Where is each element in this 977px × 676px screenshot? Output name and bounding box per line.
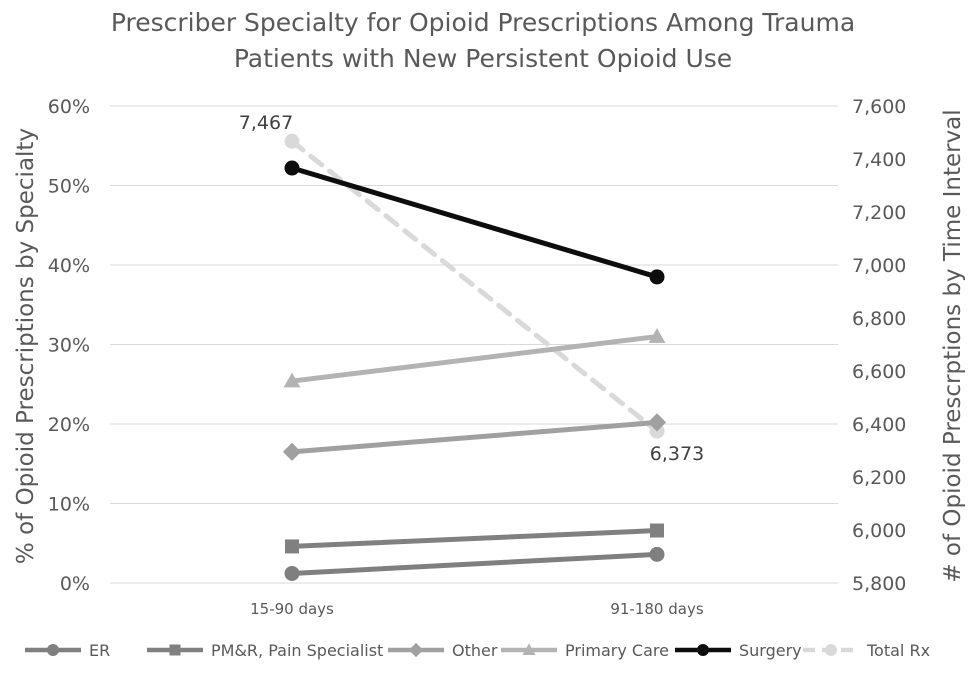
data-point <box>283 372 301 388</box>
legend-item-surgery: Surgery <box>675 641 802 660</box>
data-point <box>649 269 665 285</box>
series-line <box>289 138 660 434</box>
series-line <box>289 419 660 455</box>
legend-item-primary-care: Primary Care <box>501 641 669 660</box>
data-point <box>649 546 665 562</box>
legend-item-pm-r-pain-specialist: PM&R, Pain Specialist <box>147 641 383 660</box>
left-tick-label: 40% <box>48 255 90 277</box>
chart-title-line-2: Patients with New Persistent Opioid Use <box>234 44 732 73</box>
legend-label: Total Rx <box>866 641 930 660</box>
data-point <box>285 539 299 554</box>
left-tick-label: 60% <box>48 96 90 118</box>
legend-marker <box>825 644 837 656</box>
legend-item-er: ER <box>25 641 110 660</box>
series-er <box>284 546 665 581</box>
right-tick-label: 7,600 <box>852 96 906 118</box>
series-line <box>289 165 660 280</box>
legend-label: ER <box>89 641 110 660</box>
legend-item-total-rx: Total Rx <box>803 641 930 660</box>
series-line <box>289 334 660 384</box>
legend-item-other: Other <box>388 641 498 660</box>
x-axis-category-labels: 15-90 days 91-180 days <box>250 600 704 618</box>
right-tick-label: 7,000 <box>852 255 906 277</box>
legend-marker <box>522 643 536 655</box>
series-pm-r-pain-specialist <box>285 523 664 554</box>
left-tick-label: 10% <box>48 494 90 516</box>
chart-title-line-1: Prescriber Specialty for Opioid Prescrip… <box>111 8 855 37</box>
legend-label: PM&R, Pain Specialist <box>211 641 383 660</box>
data-labels: 7,467 6,373 <box>239 112 704 465</box>
legend-label: Surgery <box>739 641 802 660</box>
data-point <box>284 160 300 176</box>
gridlines <box>110 105 838 584</box>
right-tick-label: 6,200 <box>852 467 906 489</box>
right-tick-label: 7,400 <box>852 149 906 171</box>
left-tick-label: 0% <box>60 573 90 595</box>
legend-marker <box>408 642 424 658</box>
left-axis-title: % of Opioid Prescriptions by Specialty <box>13 128 39 564</box>
right-axis-title: # of Opioid Prescrptions by Time Interva… <box>940 109 966 582</box>
x-tick-label: 15-90 days <box>250 600 334 618</box>
right-tick-label: 6,000 <box>852 520 906 542</box>
right-tick-label: 6,400 <box>852 414 906 436</box>
right-tick-label: 7,200 <box>852 202 906 224</box>
left-tick-label: 20% <box>48 414 90 436</box>
series-lines <box>282 133 667 581</box>
series-line <box>289 551 660 576</box>
right-tick-label: 6,800 <box>852 308 906 330</box>
legend-label: Primary Care <box>565 641 669 660</box>
series-primary-care <box>283 328 666 388</box>
data-point <box>647 413 667 432</box>
right-tick-label: 5,800 <box>852 573 906 595</box>
legend: ER PM&R, Pain Specialist Other Primary Care… <box>25 641 930 660</box>
left-tick-label: 50% <box>48 176 90 198</box>
data-label: 6,373 <box>650 443 704 465</box>
legend-marker <box>697 644 709 656</box>
data-point <box>284 133 300 149</box>
series-other <box>282 413 667 461</box>
right-tick-label: 6,600 <box>852 361 906 383</box>
legend-label: Other <box>452 641 498 660</box>
left-tick-label: 30% <box>48 335 90 357</box>
data-label: 7,467 <box>239 112 293 134</box>
series-surgery <box>284 160 665 285</box>
legend-marker <box>47 644 59 656</box>
legend-marker <box>169 644 181 656</box>
series-line <box>289 528 660 549</box>
data-point <box>282 442 302 461</box>
data-point <box>648 328 666 343</box>
data-point <box>650 523 664 538</box>
data-point <box>284 565 300 581</box>
x-tick-label: 91-180 days <box>610 600 703 618</box>
series-total-rx <box>284 133 665 439</box>
right-axis-ticks: 5,800 6,000 6,200 6,400 6,600 6,800 7,000 7,200… <box>852 96 906 595</box>
left-axis-ticks: 0% 10% 20% 30% 40% 50% 60% <box>48 96 90 595</box>
